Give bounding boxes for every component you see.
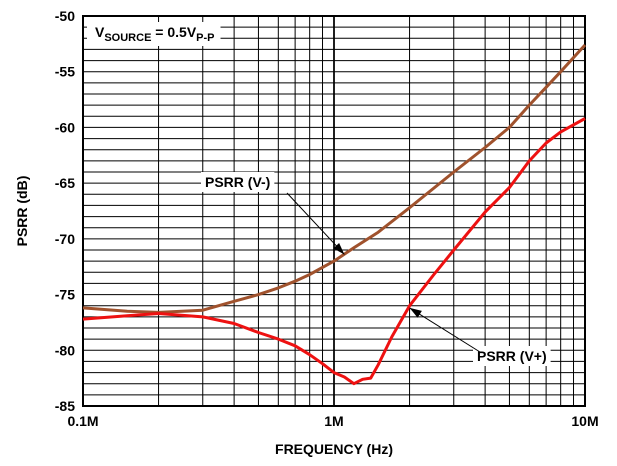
callout-psrr-vminus-label: PSRR (V-) [205, 174, 270, 190]
callout-psrr-vminus: PSRR (V-) [201, 172, 345, 255]
callout-psrr-vminus-arrowhead [333, 243, 345, 255]
vsource-subscript: SOURCE [104, 32, 151, 44]
vsource-annotation-box [87, 22, 221, 46]
callout-psrr-vminus-box [201, 172, 275, 192]
callout-psrr-vplus-leader [409, 307, 481, 353]
y-tick-label: -75 [55, 287, 75, 303]
vsource-pp-subscript: P-P [196, 32, 214, 44]
callout-psrr-vplus-arrowhead [409, 307, 422, 318]
y-tick-label: -85 [55, 398, 75, 414]
y-tick-label: -60 [55, 119, 75, 135]
x-tick-label: 0.1M [67, 413, 98, 429]
callout-psrr-vplus: PSRR (V+) [409, 307, 551, 366]
callout-psrr-vplus-label: PSRR (V+) [477, 348, 547, 364]
y-tick-label: -80 [55, 342, 75, 358]
series-line-1 [82, 117, 586, 386]
y-tick-label: -50 [55, 8, 75, 24]
x-tick-label: 1M [324, 413, 343, 429]
y-tick-label: -70 [55, 231, 75, 247]
x-tick-label: 10M [571, 413, 598, 429]
chart-grid [82, 15, 586, 407]
plot-frame [82, 15, 586, 407]
callout-psrr-vminus-leader [286, 192, 345, 255]
y-tick-label: -65 [55, 175, 75, 191]
vsource-annotation: VSOURCE = 0.5VP-P [95, 24, 215, 44]
vsource-v: V [95, 24, 105, 40]
vsource-equals: = 0.5V [151, 24, 196, 40]
tick-labels: -50 -55 -60 -65 -70 -75 -80 -850.1M 1M 10M [55, 8, 599, 429]
x-axis-title: FREQUENCY (Hz) [275, 441, 393, 457]
y-axis-title: PSRR (dB) [14, 176, 30, 247]
callout-psrr-vplus-box [473, 346, 551, 366]
y-tick-label: -55 [55, 64, 75, 80]
